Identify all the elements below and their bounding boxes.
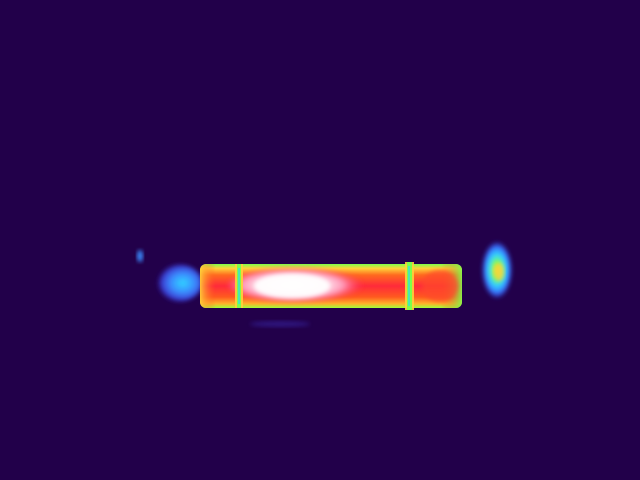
- left-small-speck: [137, 250, 143, 262]
- left-end-plume: [154, 264, 202, 302]
- hotspot-core-inner: [254, 274, 330, 298]
- right-end-plume: [482, 242, 512, 298]
- right-clamp-ring: [405, 262, 414, 310]
- tube-shadow: [250, 321, 310, 327]
- left-clamp-ring: [235, 264, 243, 308]
